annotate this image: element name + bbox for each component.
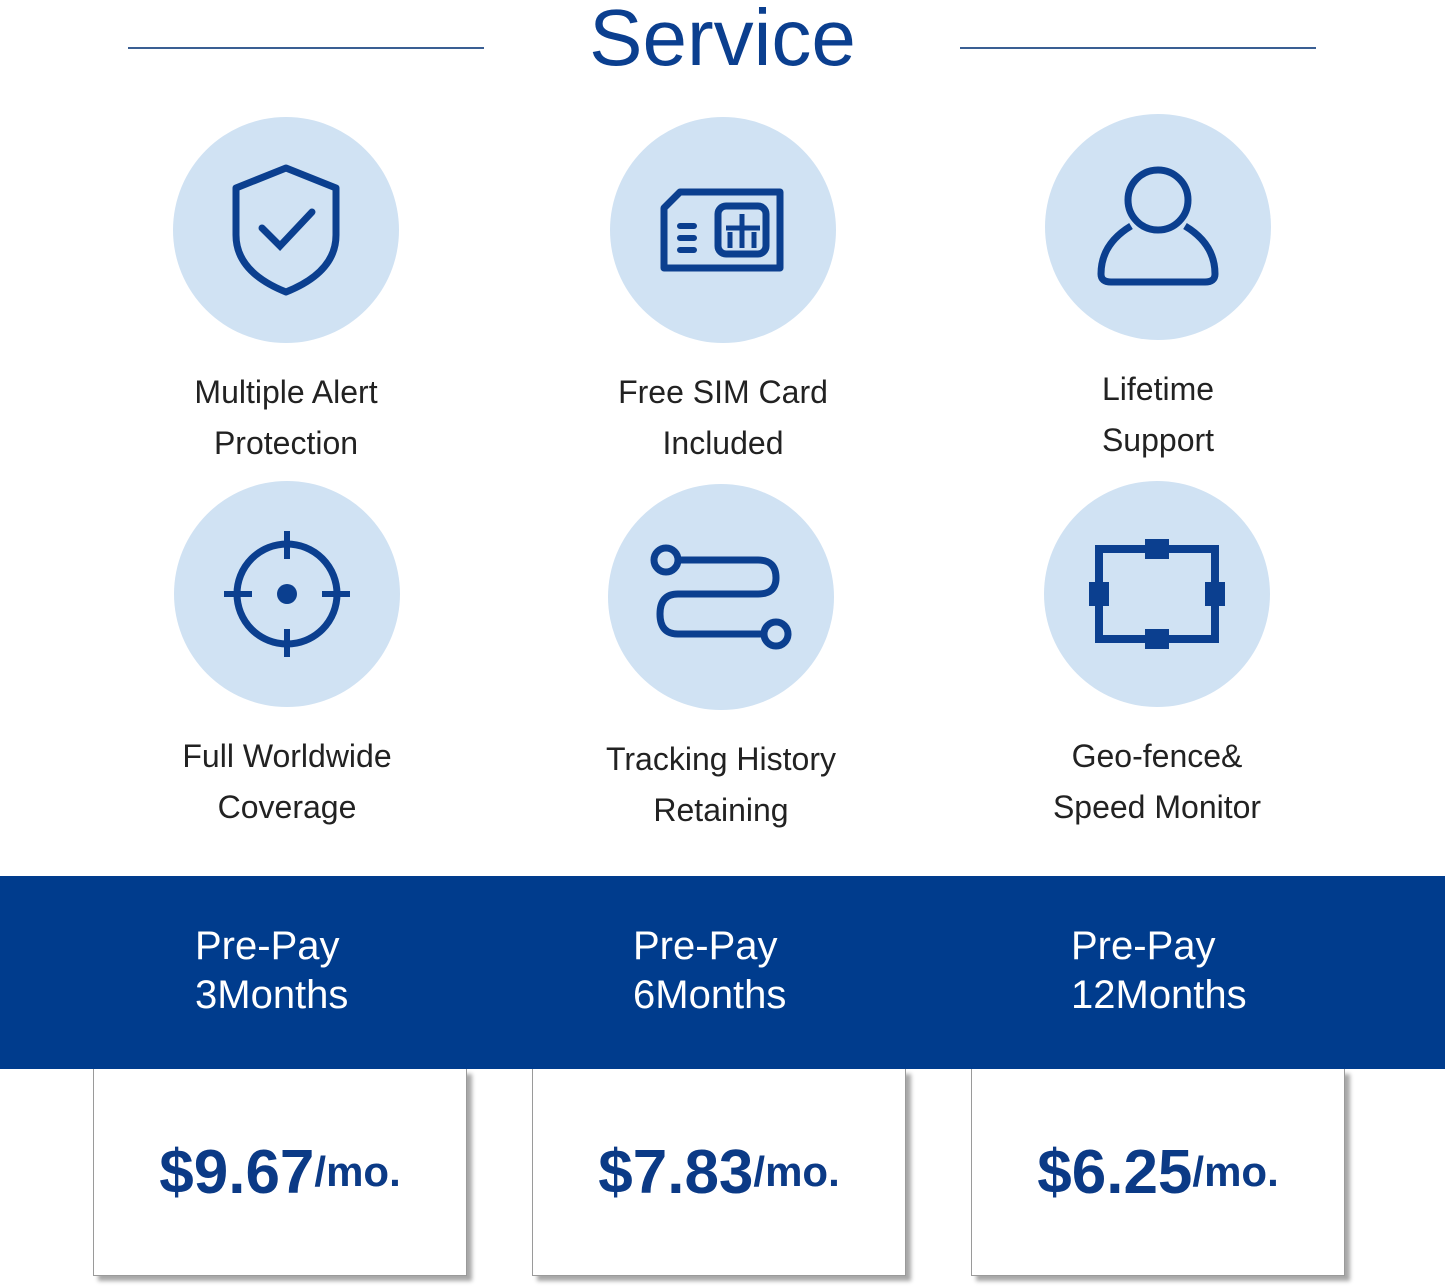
feature-label: Support — [1101, 422, 1215, 458]
plan-label: Pre-Pay — [633, 924, 778, 968]
divider-right — [960, 47, 1316, 49]
route-icon — [650, 544, 792, 650]
price-card-12-months: $6.25/mo. — [971, 1069, 1345, 1276]
feature-sim-card: Free SIM Card Included — [513, 117, 933, 469]
plan-duration: 6Months — [633, 973, 787, 1017]
price-unit: /mo. — [314, 1148, 401, 1195]
feature-worldwide-coverage: Full Worldwide Coverage — [77, 481, 497, 833]
feature-tracking-history: Tracking History Retaining — [511, 484, 931, 836]
feature-label: Included — [662, 425, 784, 461]
price: $9.67 — [159, 1137, 315, 1207]
feature-label: Free SIM Card — [618, 374, 828, 410]
feature-geofence-speed: Geo-fence& Speed Monitor — [947, 481, 1367, 833]
plan-duration: 3Months — [195, 973, 349, 1017]
feature-lifetime-support: Lifetime Support — [948, 114, 1368, 466]
feature-label: Multiple Alert — [194, 374, 378, 410]
price-card-6-months: $7.83/mo. — [532, 1069, 906, 1276]
price: $6.25 — [1037, 1137, 1193, 1207]
geofence-icon — [1089, 539, 1225, 649]
page-title: Service — [589, 0, 856, 82]
feature-label: Speed Monitor — [1052, 789, 1262, 825]
feature-alert-protection: Multiple Alert Protection — [76, 117, 496, 469]
feature-label: Geo-fence& — [1071, 738, 1243, 774]
plan-label: Pre-Pay — [1071, 924, 1216, 968]
plan-duration: 12Months — [1071, 973, 1247, 1017]
plan-label: Pre-Pay — [195, 924, 340, 968]
feature-label: Coverage — [217, 789, 357, 825]
plan-6-months: Pre-Pay 6Months — [633, 922, 786, 1020]
price-card-3-months: $9.67/mo. — [93, 1069, 467, 1276]
feature-label: Protection — [213, 425, 359, 461]
feature-label: Full Worldwide — [182, 738, 392, 774]
price-unit: /mo. — [753, 1148, 840, 1195]
plans-banner — [0, 876, 1445, 1069]
sim-card-icon — [660, 188, 784, 272]
feature-label: Retaining — [653, 792, 789, 828]
user-icon — [1097, 166, 1219, 286]
plan-12-months: Pre-Pay 12Months — [1071, 922, 1247, 1020]
plan-3-months: Pre-Pay 3Months — [195, 922, 348, 1020]
crosshair-icon — [224, 531, 350, 657]
price: $7.83 — [598, 1137, 754, 1207]
feature-label: Lifetime — [1101, 371, 1215, 407]
feature-label: Tracking History — [606, 741, 836, 777]
price-unit: /mo. — [1192, 1148, 1279, 1195]
shield-check-icon — [232, 164, 340, 296]
divider-left — [128, 47, 484, 49]
